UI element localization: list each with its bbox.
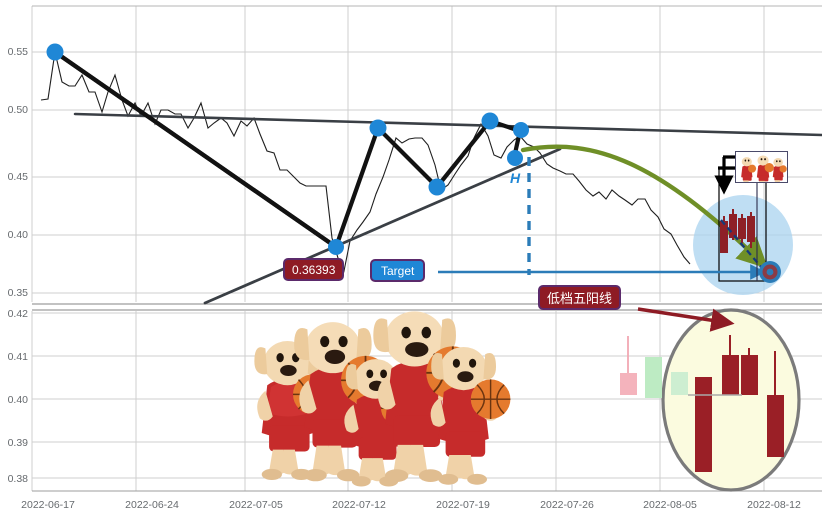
- volume-panel-candles: [620, 335, 784, 472]
- volume-ytick-4: 0.38: [7, 473, 28, 485]
- xtick-7: 2022-08-12: [747, 499, 801, 511]
- marker-break-point: [507, 150, 523, 166]
- mascot-inset-art: [741, 155, 787, 182]
- xtick-6: 2022-08-05: [643, 499, 697, 511]
- xtick-4: 2022-07-19: [436, 499, 490, 511]
- price-panel-candles: [720, 209, 755, 253]
- marker-swing-high-3: [513, 122, 529, 138]
- pattern-callout-arrow: [637, 307, 735, 332]
- price-ytick-0: 0.55: [7, 46, 28, 58]
- xtick-3: 2022-07-12: [332, 499, 386, 511]
- pattern-label[interactable]: 低档五阳线: [538, 285, 622, 310]
- marker-peak: [46, 43, 64, 61]
- xtick-1: 2022-06-24: [125, 499, 179, 511]
- h-label: H: [510, 170, 521, 186]
- upper-resistance-trendline: [73, 112, 822, 137]
- mascot-group-main: [254, 311, 511, 487]
- marker-swing-high-2: [481, 112, 499, 130]
- target-label[interactable]: Target: [370, 259, 426, 282]
- marker-swing-high-1: [369, 119, 387, 137]
- mascot-inset-thumbnail: [735, 151, 788, 183]
- target-bullseye-marker: [759, 261, 781, 283]
- price-ytick-4: 0.35: [7, 287, 28, 299]
- dashed-blue-projection-line: [720, 219, 763, 269]
- price-value-label[interactable]: 0.36393: [283, 258, 345, 281]
- ascending-support-trendline: [203, 147, 562, 305]
- xtick-0: 2022-06-17: [21, 499, 75, 511]
- price-ytick-1: 0.50: [7, 104, 28, 116]
- volume-ytick-2: 0.40: [7, 394, 28, 406]
- price-ytick-2: 0.45: [7, 171, 28, 183]
- marker-swing-low-1: [428, 178, 446, 196]
- swing-marker-dots: [46, 43, 529, 255]
- price-panel-background: [32, 6, 822, 302]
- xtick-5: 2022-07-26: [540, 499, 594, 511]
- volume-ytick-0: 0.42: [7, 308, 28, 320]
- xtick-2: 2022-07-05: [229, 499, 283, 511]
- price-line-series: [40, 51, 691, 273]
- volume-ytick-3: 0.39: [7, 437, 28, 449]
- volume-ytick-1: 0.41: [7, 351, 28, 363]
- marker-trough-low: [328, 239, 344, 255]
- price-ytick-3: 0.40: [7, 229, 28, 241]
